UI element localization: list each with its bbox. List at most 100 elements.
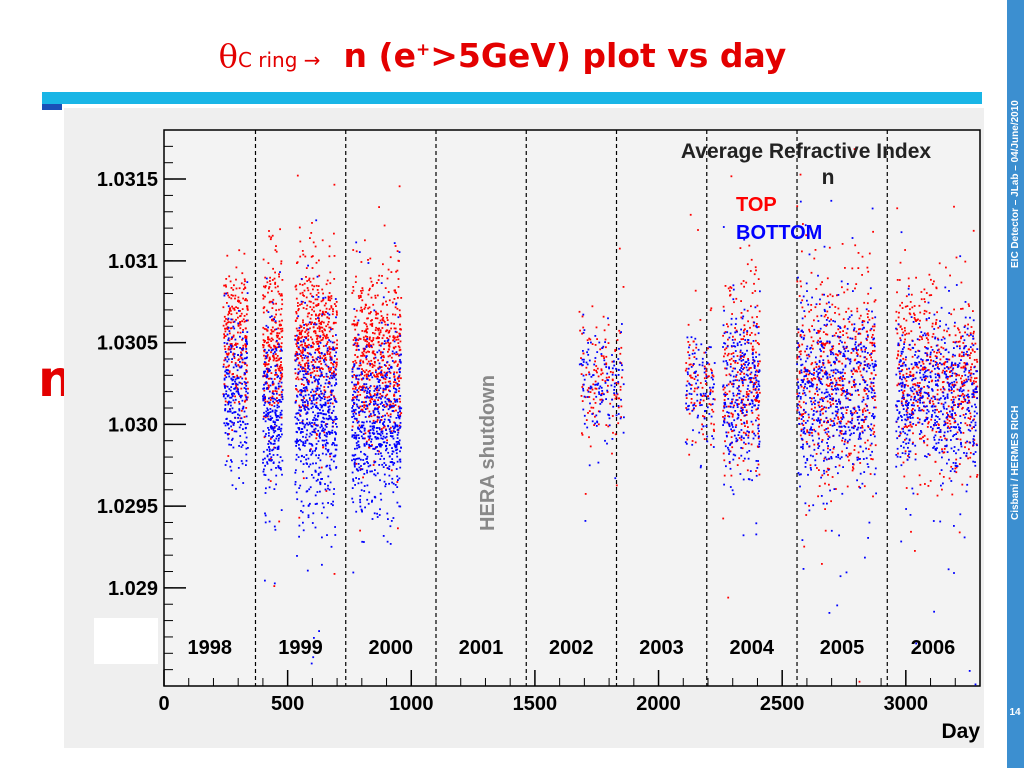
data-point <box>301 357 304 359</box>
data-point <box>390 469 393 472</box>
data-point <box>316 397 319 400</box>
data-point <box>223 345 226 348</box>
data-point <box>362 476 364 479</box>
data-point <box>742 460 745 462</box>
data-point <box>353 383 356 386</box>
data-point <box>328 317 330 320</box>
data-point <box>852 348 855 350</box>
data-point <box>814 392 816 395</box>
data-point <box>311 267 314 269</box>
data-point <box>753 366 756 369</box>
data-point <box>755 391 758 394</box>
data-point <box>307 373 310 375</box>
data-point <box>688 392 691 395</box>
data-point <box>281 319 283 322</box>
data-point <box>328 380 330 383</box>
data-point <box>389 435 392 437</box>
data-point <box>743 372 745 375</box>
data-point <box>370 323 373 326</box>
data-point <box>240 394 243 397</box>
data-point <box>378 337 380 339</box>
data-point <box>744 432 747 435</box>
data-point <box>241 361 244 364</box>
data-point <box>709 389 712 391</box>
data-point <box>367 293 370 296</box>
data-point <box>245 388 247 390</box>
data-point <box>314 298 317 301</box>
data-point <box>863 485 866 488</box>
data-point <box>296 394 298 397</box>
data-point <box>371 422 374 425</box>
data-point <box>365 396 367 399</box>
data-point <box>902 461 905 464</box>
data-point <box>358 367 361 370</box>
data-point <box>361 385 364 388</box>
data-point <box>234 344 236 346</box>
data-point <box>912 392 915 395</box>
data-point <box>393 347 396 350</box>
data-point <box>865 358 868 360</box>
data-point <box>222 306 225 309</box>
data-point <box>375 438 378 440</box>
data-point <box>356 323 359 325</box>
data-point <box>859 462 862 464</box>
data-point <box>358 411 361 413</box>
data-point <box>612 431 614 434</box>
data-point <box>396 481 399 483</box>
data-point <box>399 313 401 316</box>
data-point <box>296 357 299 359</box>
data-point <box>319 459 322 462</box>
data-point <box>368 386 371 389</box>
data-point <box>685 442 688 445</box>
data-point <box>307 383 310 386</box>
data-point <box>304 348 307 350</box>
data-point <box>351 410 353 413</box>
data-point <box>743 363 745 365</box>
data-point <box>937 363 939 366</box>
data-point <box>710 422 713 425</box>
data-point <box>326 516 329 519</box>
data-point <box>353 390 355 393</box>
data-point <box>869 354 871 356</box>
data-point <box>262 333 265 336</box>
data-point <box>388 342 391 345</box>
data-point <box>245 441 248 444</box>
data-point <box>910 530 912 533</box>
data-point <box>973 382 975 385</box>
data-point <box>589 338 592 341</box>
data-point <box>238 426 241 429</box>
data-point <box>905 487 908 489</box>
data-point <box>225 422 228 425</box>
data-point <box>333 573 336 575</box>
data-point <box>732 360 735 362</box>
data-point <box>363 485 366 487</box>
data-point <box>302 339 305 341</box>
data-point <box>303 324 305 326</box>
data-point <box>383 340 386 342</box>
data-point <box>848 320 851 323</box>
data-point <box>951 368 954 371</box>
data-point <box>598 410 601 413</box>
data-point <box>587 390 590 393</box>
data-point <box>731 313 733 315</box>
data-point <box>300 333 302 336</box>
data-point <box>808 355 811 358</box>
data-point <box>228 370 231 373</box>
data-point <box>365 358 368 361</box>
data-point <box>237 307 239 309</box>
data-point <box>304 436 307 439</box>
data-point <box>327 321 330 323</box>
data-point <box>920 437 923 440</box>
data-point <box>246 307 249 310</box>
data-point <box>302 373 305 376</box>
data-point <box>298 443 300 446</box>
data-point <box>265 487 267 490</box>
data-point <box>239 315 242 317</box>
data-point <box>234 378 237 381</box>
data-point <box>351 487 354 489</box>
data-point <box>932 403 935 405</box>
data-point <box>361 408 364 411</box>
data-point <box>392 437 395 440</box>
data-point <box>328 330 331 333</box>
data-point <box>395 391 398 394</box>
